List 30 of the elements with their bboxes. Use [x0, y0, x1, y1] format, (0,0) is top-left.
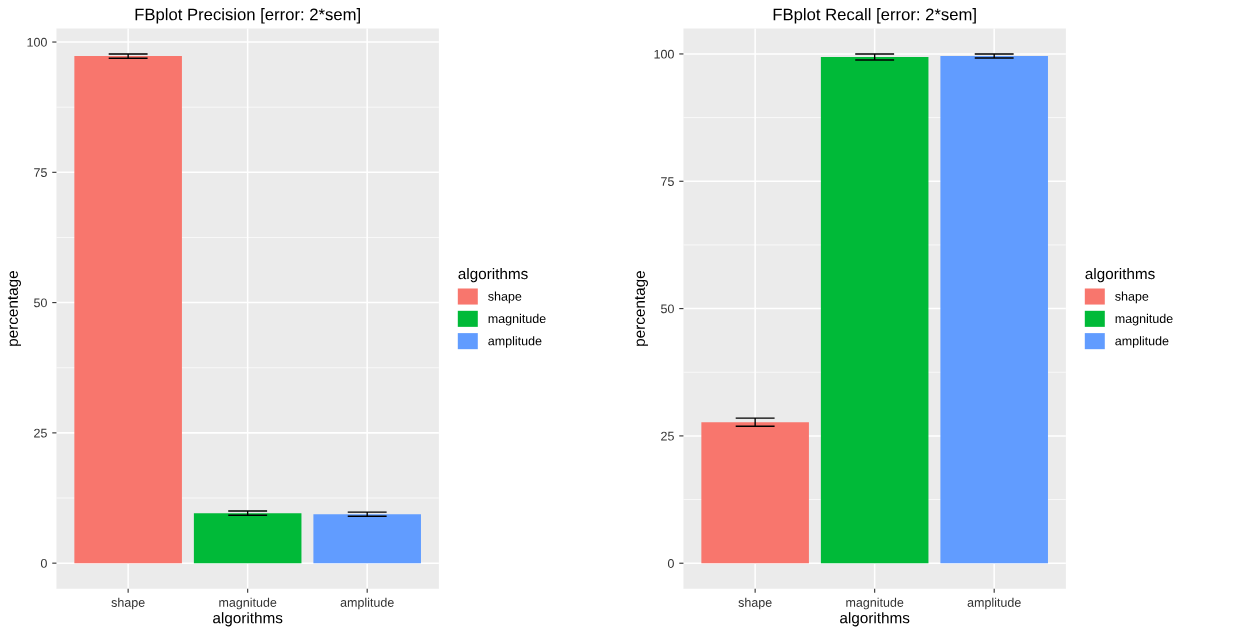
y-tick-label: 100 [654, 49, 674, 59]
legend-label: amplitude [1115, 336, 1169, 348]
legend-label: shape [1115, 291, 1149, 304]
x-tick-label: shape [738, 597, 772, 610]
x-tick-label: magnitude [219, 597, 277, 610]
legend-label: shape [488, 291, 522, 304]
x-axis-title: algorithms [840, 612, 910, 627]
y-tick-label: 25 [661, 431, 674, 441]
legend-label: amplitude [488, 336, 542, 348]
y-tick-label: 0 [667, 559, 674, 568]
x-tick-label: amplitude [967, 597, 1021, 610]
x-tick-label: shape [111, 597, 145, 610]
y-tick-label: 100 [27, 37, 47, 47]
y-tick-label: 50 [34, 298, 47, 308]
chart-title: FBplot Recall [error: 2*sem] [773, 8, 976, 24]
x-tick-label: magnitude [846, 597, 904, 610]
y-axis-title: percentage [7, 271, 21, 346]
y-tick-label: 75 [34, 168, 47, 177]
y-tick-label: 25 [34, 428, 47, 438]
legend-title: algorithms [1085, 268, 1155, 283]
y-tick-label: 75 [661, 177, 674, 186]
y-tick-label: 0 [40, 558, 47, 568]
x-tick-label: amplitude [340, 597, 394, 610]
x-axis-title: algorithms [213, 612, 283, 627]
y-axis-title: percentage [634, 271, 648, 346]
chart-title: FBplot Precision [error: 2*sem] [135, 8, 360, 24]
legend-label: magnitude [488, 313, 546, 326]
y-tick-label: 50 [661, 304, 674, 314]
legend-label: magnitude [1115, 313, 1173, 326]
legend-title: algorithms [458, 268, 528, 283]
